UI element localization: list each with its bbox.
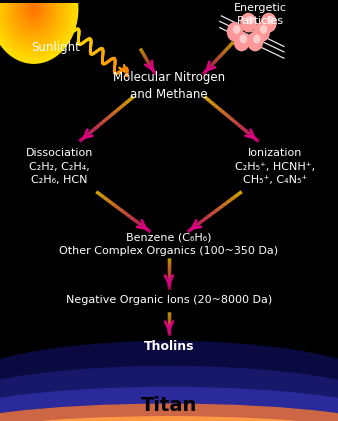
Circle shape [0,0,71,55]
Circle shape [0,0,77,62]
Circle shape [254,35,260,43]
Circle shape [0,0,73,58]
Circle shape [261,13,276,32]
Circle shape [1,0,67,49]
Text: Energetic
Particles: Energetic Particles [234,3,287,26]
Circle shape [21,0,46,24]
Circle shape [18,0,50,28]
Text: Negative Organic Ions (20~8000 Da): Negative Organic Ions (20~8000 Da) [66,296,272,306]
Circle shape [241,13,256,32]
Ellipse shape [0,417,338,421]
Circle shape [255,23,269,41]
Circle shape [17,0,51,30]
Circle shape [240,35,246,43]
Circle shape [0,0,70,53]
Ellipse shape [0,367,338,421]
Circle shape [248,32,263,51]
Circle shape [16,0,52,31]
Circle shape [19,0,48,27]
Circle shape [4,0,63,45]
Text: Molecular Nitrogen
and Methane: Molecular Nitrogen and Methane [113,71,225,101]
Ellipse shape [0,404,338,421]
Circle shape [24,0,44,21]
Circle shape [247,16,253,24]
Circle shape [31,6,36,12]
Circle shape [28,2,40,16]
Circle shape [15,0,53,32]
Circle shape [6,0,62,44]
Circle shape [0,0,78,63]
Circle shape [29,3,38,14]
Circle shape [14,0,54,34]
Text: Ionization
C₂H₅⁺, HCNH⁺,
CH₅⁺, C₄N₅⁺: Ionization C₂H₅⁺, HCNH⁺, CH₅⁺, C₄N₅⁺ [235,148,316,185]
Circle shape [0,0,69,52]
Text: Titan: Titan [141,396,197,415]
Circle shape [2,0,65,48]
Circle shape [13,0,55,35]
Circle shape [267,16,273,24]
Circle shape [8,0,60,41]
Text: Tholins: Tholins [144,340,194,353]
Circle shape [30,5,37,13]
Circle shape [11,0,56,37]
Ellipse shape [0,387,338,421]
Circle shape [7,0,61,42]
Text: Sunlight: Sunlight [31,41,80,54]
Circle shape [23,0,45,23]
Circle shape [0,0,72,56]
Circle shape [25,0,43,20]
Circle shape [227,23,242,41]
Circle shape [3,0,64,46]
Circle shape [33,8,35,10]
Circle shape [20,0,47,26]
Circle shape [26,0,42,19]
Text: Dissociation
C₂H₂, C₂H₄,
C₂H₆, HCN: Dissociation C₂H₂, C₂H₄, C₂H₆, HCN [25,148,93,185]
Circle shape [0,0,74,59]
Circle shape [10,0,57,38]
Circle shape [0,0,75,60]
Circle shape [234,32,249,51]
Ellipse shape [0,341,338,421]
Circle shape [261,26,267,33]
Text: Benzene (C₆H₆)
Other Complex Organics (100~350 Da): Benzene (C₆H₆) Other Complex Organics (1… [59,233,279,256]
Circle shape [27,0,41,17]
Circle shape [0,0,68,51]
Circle shape [234,26,240,33]
Circle shape [9,0,58,40]
